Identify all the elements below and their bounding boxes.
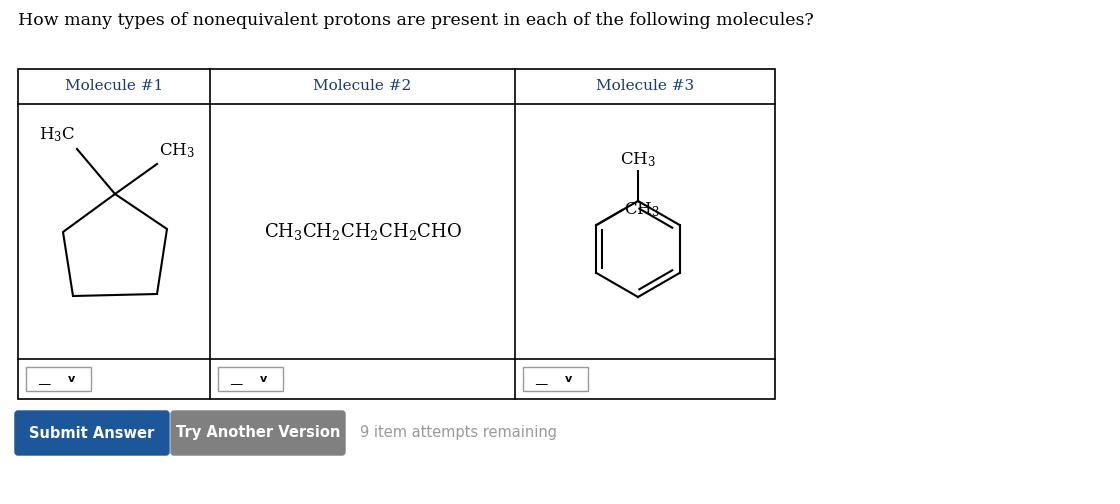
Text: __: __ xyxy=(230,372,243,386)
Text: Try Another Version: Try Another Version xyxy=(176,425,340,440)
Bar xyxy=(523,367,588,391)
Text: Molecule #3: Molecule #3 xyxy=(596,80,694,94)
Text: v: v xyxy=(564,374,572,384)
Text: How many types of nonequivalent protons are present in each of the following mol: How many types of nonequivalent protons … xyxy=(18,12,814,29)
Text: Submit Answer: Submit Answer xyxy=(29,425,155,440)
Text: Molecule #1: Molecule #1 xyxy=(65,80,164,94)
Text: 9 item attempts remaining: 9 item attempts remaining xyxy=(360,425,557,440)
FancyBboxPatch shape xyxy=(171,411,345,455)
Text: $\mathregular{H_3C}$: $\mathregular{H_3C}$ xyxy=(39,125,75,144)
Bar xyxy=(26,367,91,391)
Text: $\mathregular{CH_3}$: $\mathregular{CH_3}$ xyxy=(625,201,661,219)
Text: v: v xyxy=(68,374,75,384)
Text: __: __ xyxy=(38,372,50,386)
Text: $\mathregular{CH_3}$: $\mathregular{CH_3}$ xyxy=(620,150,656,169)
Text: $\mathregular{CH_3CH_2CH_2CH_2CHO}$: $\mathregular{CH_3CH_2CH_2CH_2CHO}$ xyxy=(263,221,461,242)
Bar xyxy=(18,69,775,399)
Text: __: __ xyxy=(535,372,548,386)
Text: v: v xyxy=(260,374,268,384)
Bar xyxy=(218,367,283,391)
FancyBboxPatch shape xyxy=(15,411,169,455)
Text: $\mathregular{CH_3}$: $\mathregular{CH_3}$ xyxy=(159,141,195,160)
Text: Molecule #2: Molecule #2 xyxy=(314,80,412,94)
